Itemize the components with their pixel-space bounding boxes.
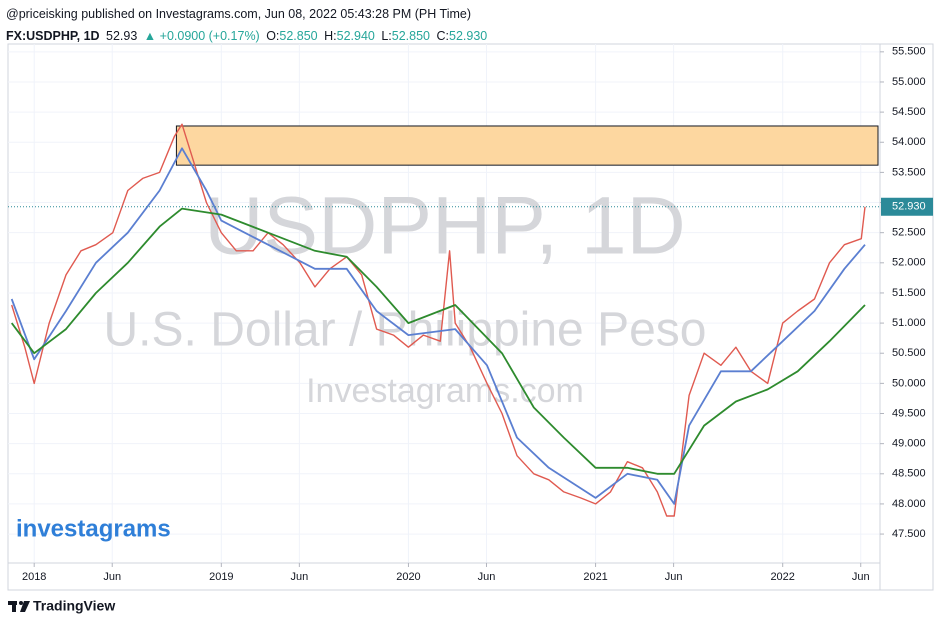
x-tick-label: Jun: [852, 571, 870, 583]
x-tick-label: Jun: [478, 571, 496, 583]
y-tick-label: 55.500: [892, 46, 926, 58]
last: 52.93: [106, 29, 138, 43]
last-price-label: 52.930: [892, 201, 926, 213]
watermark-symbol: USDPHP, 1D: [204, 181, 686, 272]
x-tick-label: 2019: [209, 571, 233, 583]
l-label: L:: [381, 29, 392, 43]
low: 52.850: [391, 29, 431, 43]
y-tick-label: 49.500: [892, 407, 926, 419]
tv-icon: [8, 601, 30, 612]
x-tick-label: Jun: [290, 571, 308, 583]
y-tick-label: 48.000: [892, 498, 926, 510]
o-label: O:: [266, 29, 280, 43]
publish-line: @priceisking published on Investagrams.c…: [6, 7, 472, 21]
frame: [7, 43, 934, 591]
y-tick-label: 53.500: [892, 166, 926, 178]
series-line: [11, 123, 866, 517]
y-tick-label: 48.500: [892, 468, 926, 480]
footer-brand: TradingView: [33, 598, 115, 614]
y-tick-label: 54.000: [892, 136, 926, 148]
change: ▲ +0.0900 (+0.17%): [143, 29, 260, 43]
watermark-site: Investagrams.com: [306, 372, 584, 410]
y-tick-label: 52.500: [892, 227, 926, 239]
watermark-name: U.S. Dollar / Philippine Peso: [104, 304, 707, 357]
symbol: FX:USDPHP, 1D: [6, 29, 100, 43]
x-tick-label: 2021: [583, 571, 607, 583]
series-line: [10, 147, 866, 505]
symbol-line: FX:USDPHP, 1D 52.93 ▲ +0.0900 (+0.17%) O…: [6, 29, 490, 43]
high: 52.940: [336, 29, 375, 43]
series-line: [10, 207, 866, 475]
c-label: C:: [436, 29, 450, 43]
zone: [175, 125, 879, 166]
x-tick-label: 2022: [770, 571, 794, 583]
y-tick-label: 51.000: [892, 317, 926, 329]
x-tick-label: Jun: [665, 571, 683, 583]
x-tick-label: 2018: [22, 571, 46, 583]
y-tick-label: 54.500: [892, 106, 926, 118]
x-tick-label: 2020: [396, 571, 420, 583]
h-label: H:: [324, 29, 337, 43]
y-tick-label: 51.500: [892, 287, 926, 299]
x-tick-label: Jun: [103, 571, 121, 583]
y-tick-label: 55.000: [892, 76, 926, 88]
last-price-box: [881, 197, 933, 216]
logo: investagrams: [16, 515, 171, 542]
y-tick-label: 50.000: [892, 377, 926, 389]
y-tick-label: 52.000: [892, 257, 926, 269]
y-tick-label: 49.000: [892, 438, 926, 450]
y-tick-label: 50.500: [892, 347, 926, 359]
close: 52.930: [449, 29, 488, 43]
y-tick-label: 47.500: [892, 528, 926, 540]
open: 52.850: [279, 29, 318, 43]
